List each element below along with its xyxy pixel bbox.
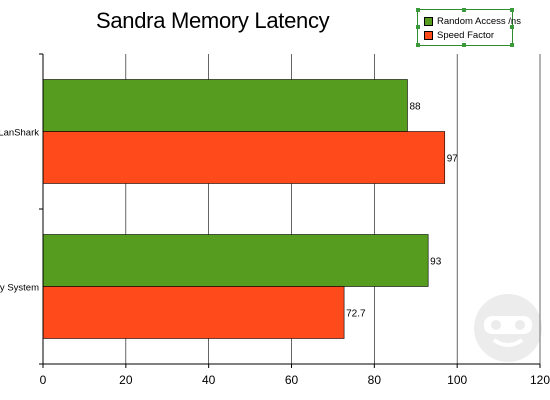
legend-handle[interactable] bbox=[510, 25, 514, 29]
category-label: My System bbox=[0, 283, 39, 294]
data-label: 88 bbox=[409, 102, 421, 113]
data-label: 72.7 bbox=[346, 309, 366, 320]
legend-item-speed-factor: Speed Factor bbox=[424, 29, 494, 41]
legend-label-speed-factor: Speed Factor bbox=[437, 29, 495, 41]
legend-handle[interactable] bbox=[416, 43, 420, 47]
legend-handle[interactable] bbox=[462, 43, 466, 47]
bar[interactable] bbox=[42, 234, 429, 287]
x-tick-label: 120 bbox=[530, 373, 550, 387]
legend-handle[interactable] bbox=[416, 25, 420, 29]
bar[interactable] bbox=[42, 286, 345, 339]
bar[interactable] bbox=[42, 131, 446, 184]
legend-handle[interactable] bbox=[416, 8, 420, 12]
data-label: 93 bbox=[430, 257, 442, 268]
legend-label-random-access: Random Access /ns bbox=[437, 15, 521, 27]
legend-item-random-access: Random Access /ns bbox=[424, 15, 521, 27]
legend-handle[interactable] bbox=[510, 8, 514, 12]
x-tick-label: 0 bbox=[40, 373, 47, 387]
legend-swatch-speed-factor bbox=[424, 30, 433, 40]
x-tick-label: 40 bbox=[202, 373, 216, 387]
x-tick-label: 80 bbox=[368, 373, 382, 387]
bar[interactable] bbox=[42, 79, 408, 132]
legend-swatch-random-access bbox=[424, 16, 433, 26]
x-tick-label: 20 bbox=[119, 373, 133, 387]
legend-handle[interactable] bbox=[510, 43, 514, 47]
data-label: 97 bbox=[447, 154, 459, 165]
site-logo-icon bbox=[474, 294, 542, 362]
x-tick-label: 100 bbox=[447, 373, 467, 387]
legend[interactable]: Random Access /ns Speed Factor bbox=[416, 8, 521, 47]
x-tick-label: 60 bbox=[285, 373, 299, 387]
legend-handle[interactable] bbox=[462, 8, 466, 12]
category-label: LanShark bbox=[0, 128, 39, 139]
chart-title: Sandra Memory Latency bbox=[96, 8, 330, 33]
